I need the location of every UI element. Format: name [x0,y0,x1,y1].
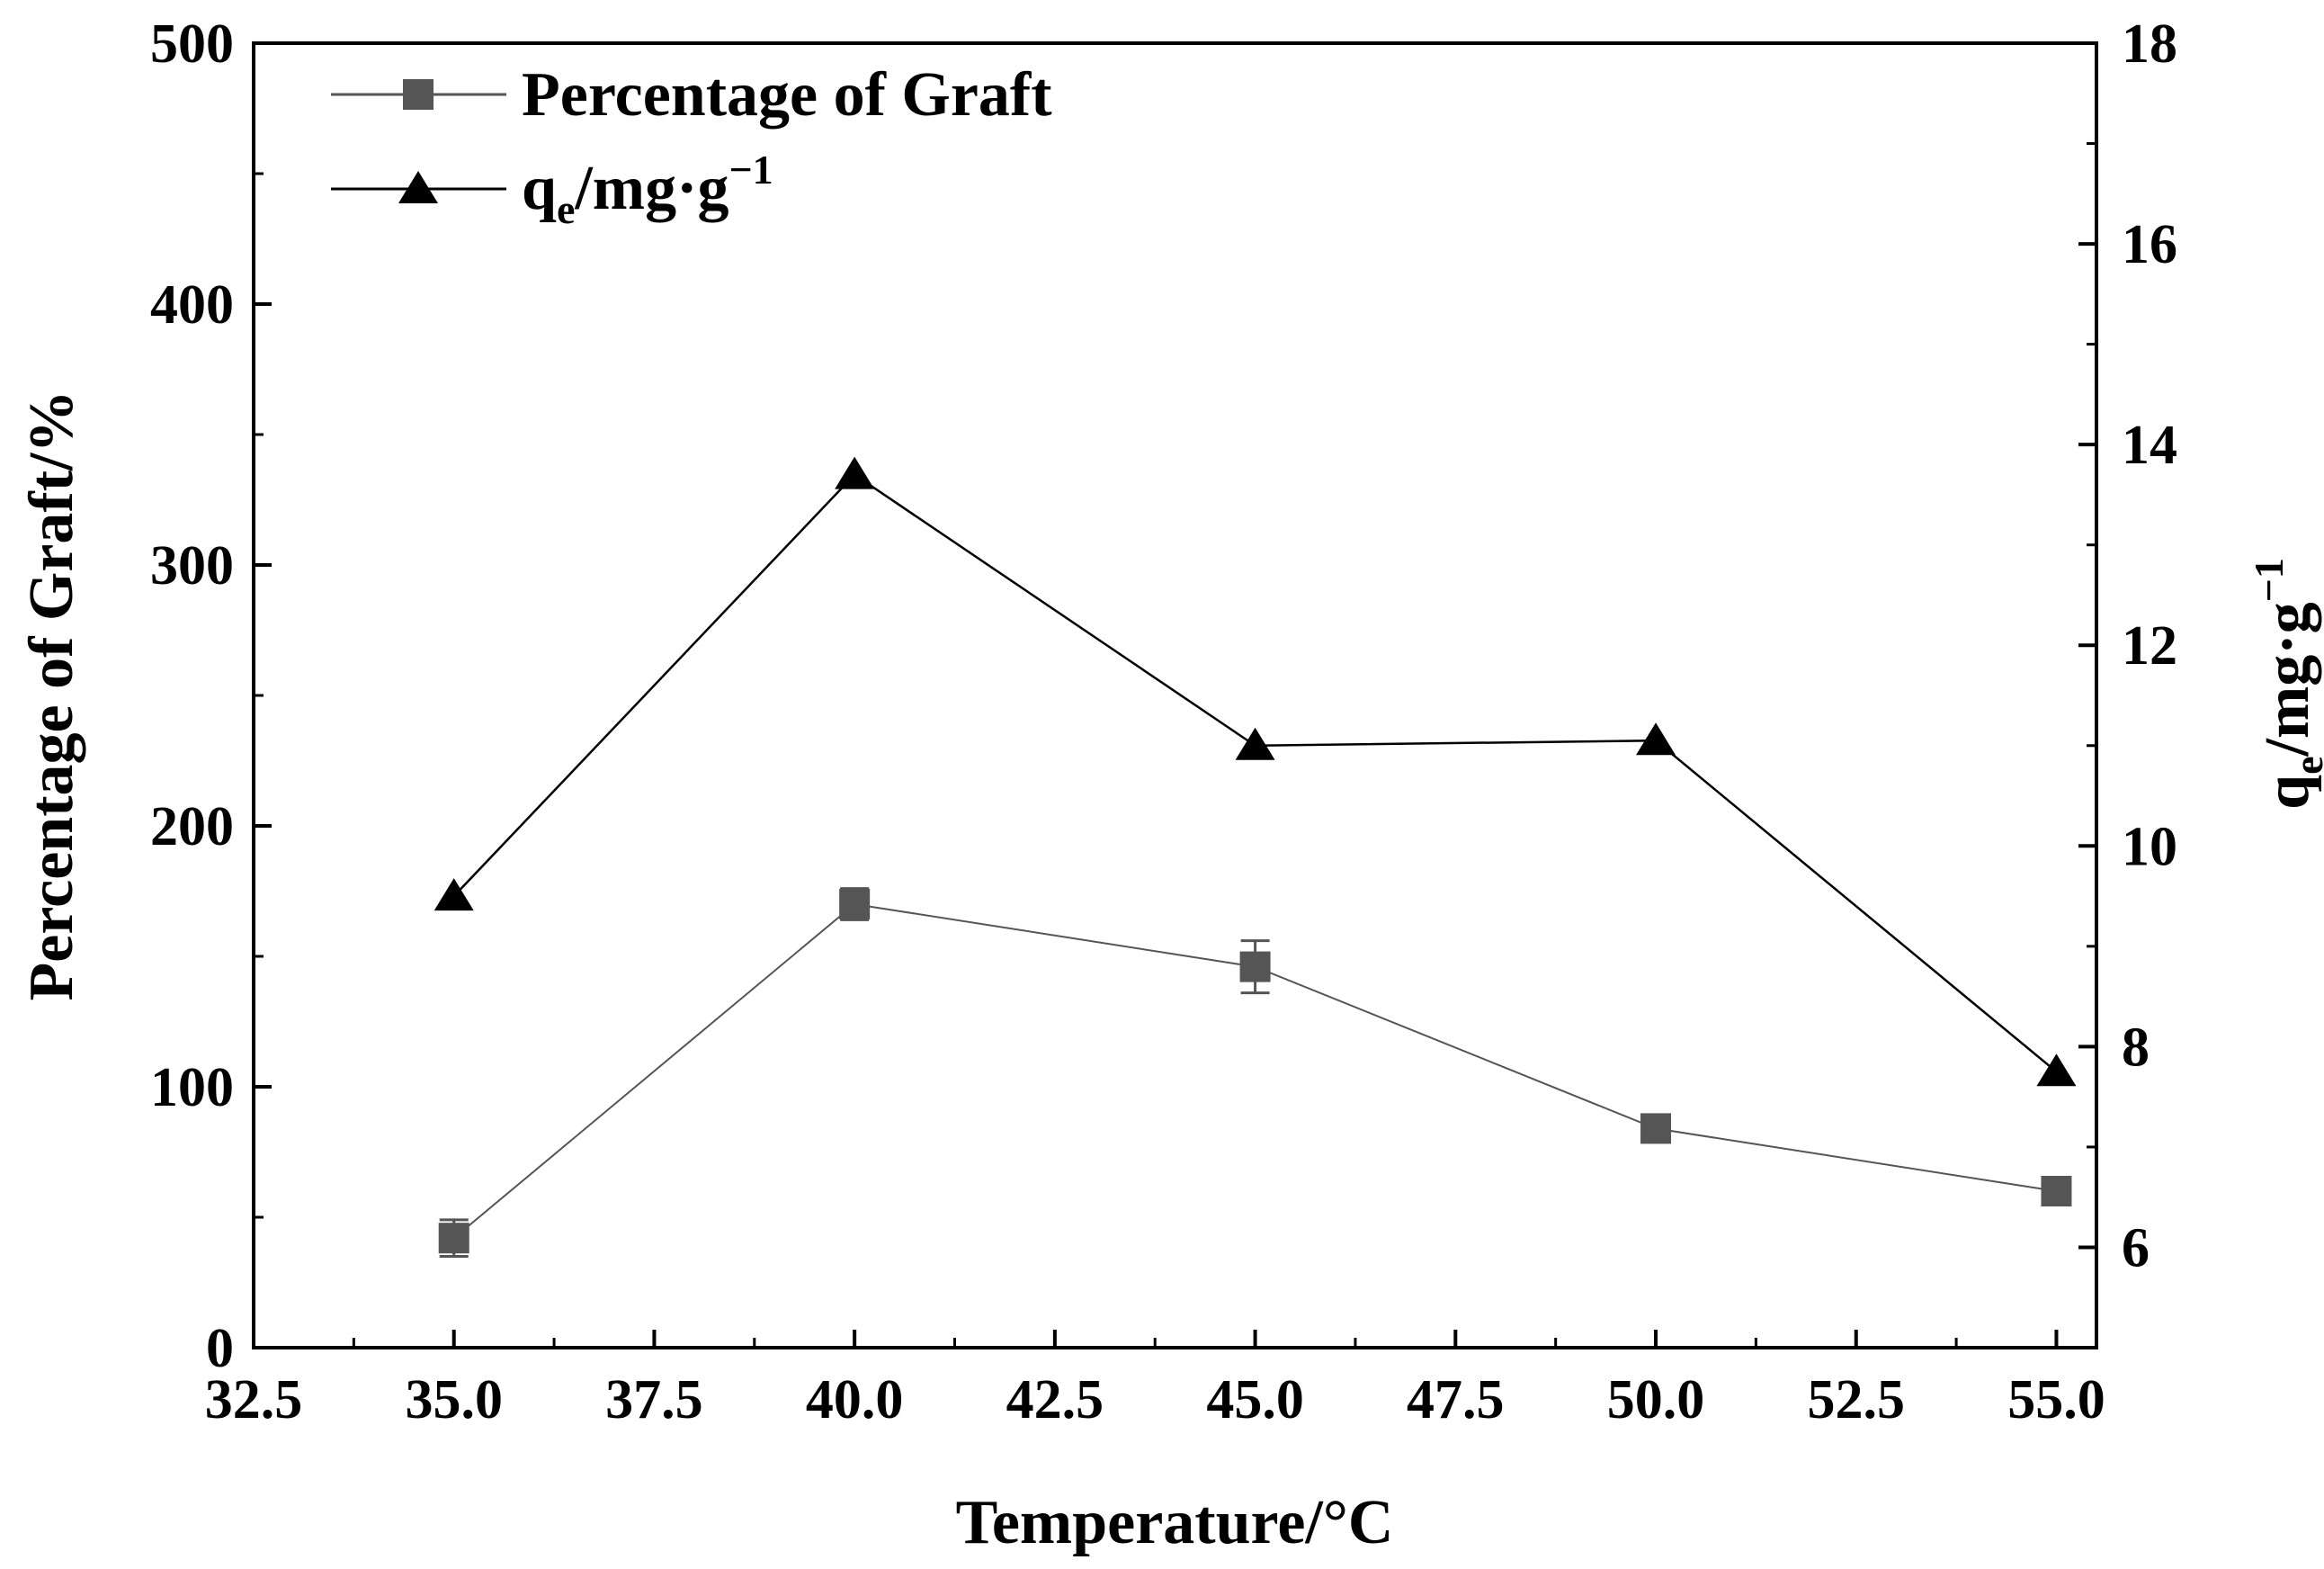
legend-label-qe-base: q [522,154,557,223]
legend-label-qe-sup: −1 [728,147,773,193]
data-point-triangle [1636,722,1676,756]
y-right-tick-label: 16 [2122,214,2177,275]
y-axis-right-title-sub: e [2285,756,2324,774]
x-tick-label: 45.0 [1206,1369,1304,1430]
legend-label-qe: qe/mg·g−1 [522,147,773,232]
x-tick-label: 50.0 [1607,1369,1705,1430]
x-tick-label: 52.5 [1807,1369,1905,1430]
y-left-tick-label: 0 [206,1318,234,1379]
data-point-triangle [2036,1053,2077,1087]
y-left-tick-label: 100 [150,1057,234,1118]
data-point-triangle [835,456,875,489]
x-axis-title: Temperature/°C [956,1488,1394,1557]
x-tick-label: 32.5 [205,1369,303,1430]
y-axis-left-title: Percentage of Graft/% [17,390,86,1001]
legend-label-qe-rest: /mg·g [574,154,728,223]
legend-marker-square [403,79,434,110]
y-right-tick-label: 12 [2122,615,2177,677]
legend-label-qe-sub: e [557,186,575,232]
data-point-square [839,889,871,919]
y-left-tick-label: 200 [150,796,234,857]
data-point-square [2041,1176,2072,1206]
y-right-tick-label: 10 [2122,816,2177,877]
legend-marker-triangle [398,171,438,203]
x-tick-label: 55.0 [2007,1369,2105,1430]
y-left-tick-label: 400 [150,274,234,336]
x-tick-label: 40.0 [806,1369,904,1430]
y-right-tick-label: 14 [2122,415,2177,476]
data-point-triangle [1235,727,1275,760]
x-tick-label: 35.0 [405,1369,503,1430]
y-axis-right-title-base: q [2253,775,2322,810]
y-left-tick-label: 500 [150,13,234,75]
y-right-tick-label: 6 [2122,1217,2150,1278]
data-point-triangle [434,878,474,911]
axis-ticks [252,41,2096,1349]
y-axis-right-title-rest: /mg·g [2253,602,2322,757]
data-series [434,456,2077,1258]
y-axis-right-title: qe/mg·g−1 [2246,558,2324,810]
x-tick-label: 47.5 [1407,1369,1505,1430]
plot-frame [252,41,2098,1349]
axis-tick-labels: 32.5 35.0 37.5 40.0 42.5 45.0 47.5 50.0 52.5 55.0… [150,13,2177,1430]
data-point-square [1640,1113,1672,1144]
x-tick-label: 37.5 [605,1369,703,1430]
y-axis-right-title-sup: −1 [2246,558,2292,602]
y-right-tick-label: 8 [2122,1017,2150,1078]
x-tick-label: 42.5 [1006,1369,1104,1430]
y-left-tick-label: 300 [150,535,234,596]
y-right-tick-label: 18 [2122,13,2177,75]
legend: Percentage of Graft qe/mg·g−1 [331,60,1052,232]
data-point-square [1239,951,1271,982]
legend-label-graft: Percentage of Graft [522,60,1052,130]
data-point-square [438,1223,469,1254]
